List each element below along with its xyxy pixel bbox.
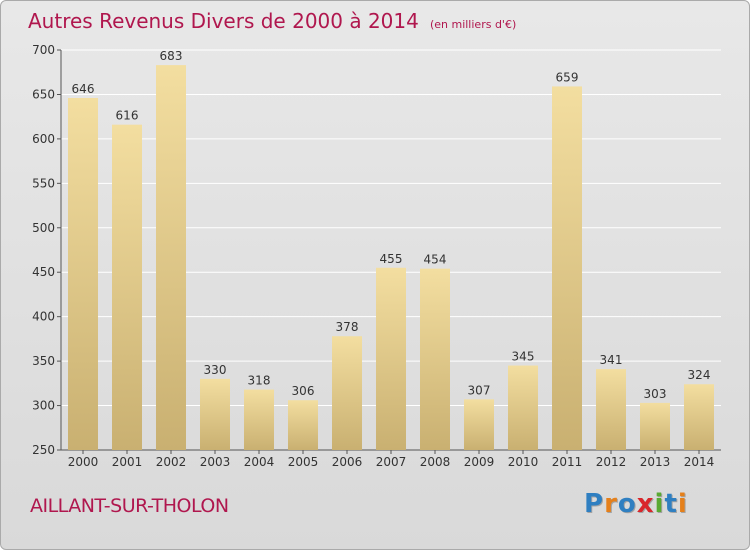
y-tick-label: 400	[32, 310, 55, 324]
proxiti-logo: Proxiti	[584, 489, 688, 519]
data-label: 454	[424, 253, 447, 267]
data-label: 378	[336, 320, 359, 334]
bar-2012	[596, 369, 626, 450]
x-tick-label: 2008	[420, 455, 451, 469]
bar-2005	[288, 400, 318, 450]
x-tick-label: 2000	[68, 455, 99, 469]
bar-2008	[420, 268, 450, 450]
data-label: 616	[116, 109, 139, 123]
x-tick-label: 2001	[112, 455, 143, 469]
logo-letter: i	[677, 489, 688, 519]
x-tick-label: 2004	[244, 455, 275, 469]
title-text: Autres Revenus Divers de 2000 à 2014	[28, 9, 419, 33]
data-label: 646	[72, 82, 95, 96]
bars	[68, 65, 714, 451]
x-tick-label: 2005	[288, 455, 319, 469]
x-tick-label: 2013	[640, 455, 671, 469]
data-label: 341	[600, 353, 623, 367]
logo-letter: P	[584, 489, 605, 519]
bar-2011	[552, 86, 582, 450]
y-tick-label: 550	[32, 176, 55, 190]
bar-2002	[156, 65, 186, 450]
y-tick-label: 600	[32, 132, 55, 146]
data-label: 307	[468, 383, 491, 397]
logo-letter: r	[604, 489, 618, 519]
data-label: 659	[556, 70, 579, 84]
chart-title: Autres Revenus Divers de 2000 à 2014 (en…	[28, 9, 516, 33]
data-label: 324	[688, 368, 711, 382]
data-label: 306	[292, 384, 315, 398]
labels: 250 300 350 400 450 500 550 600 650 700 646 2000 616…	[32, 43, 714, 469]
city-name: AILLANT-SUR-THOLON	[30, 495, 229, 517]
bar-2010	[508, 365, 538, 450]
x-tick-label: 2002	[156, 455, 187, 469]
title-unit: (en milliers d'€)	[429, 18, 517, 31]
bar-2007	[376, 267, 406, 450]
y-tick-label: 650	[32, 87, 55, 101]
data-label: 683	[160, 49, 183, 63]
y-tick-label: 500	[32, 221, 55, 235]
x-tick-label: 2006	[332, 455, 363, 469]
x-tick-label: 2010	[508, 455, 539, 469]
y-tick-label: 250	[32, 443, 55, 457]
y-tick-label: 450	[32, 265, 55, 279]
x-tick-label: 2012	[596, 455, 627, 469]
logo-letter: i	[654, 489, 665, 519]
x-tick-label: 2014	[684, 455, 715, 469]
bar-2004	[244, 389, 274, 450]
data-label: 318	[248, 374, 271, 388]
logo-letter: t	[664, 489, 678, 519]
x-tick-label: 2007	[376, 455, 407, 469]
x-tick-label: 2009	[464, 455, 495, 469]
bar-2001	[112, 124, 142, 451]
logo-letter: x	[636, 489, 655, 519]
data-label: 345	[512, 350, 535, 364]
bar-2003	[200, 378, 230, 450]
bar-2000	[68, 98, 98, 450]
logo-letter: o	[617, 489, 637, 519]
bar-2009	[464, 399, 494, 450]
y-tick-label: 700	[32, 43, 55, 57]
data-label: 303	[644, 387, 667, 401]
y-tick-label: 300	[32, 399, 55, 413]
bar-2014	[684, 384, 714, 450]
data-label: 455	[380, 252, 403, 266]
bar-2006	[332, 336, 362, 450]
x-tick-label: 2011	[552, 455, 583, 469]
x-tick-label: 2003	[200, 455, 231, 469]
data-label: 330	[204, 363, 227, 377]
bar-2013	[640, 402, 670, 450]
y-tick-label: 350	[32, 354, 55, 368]
